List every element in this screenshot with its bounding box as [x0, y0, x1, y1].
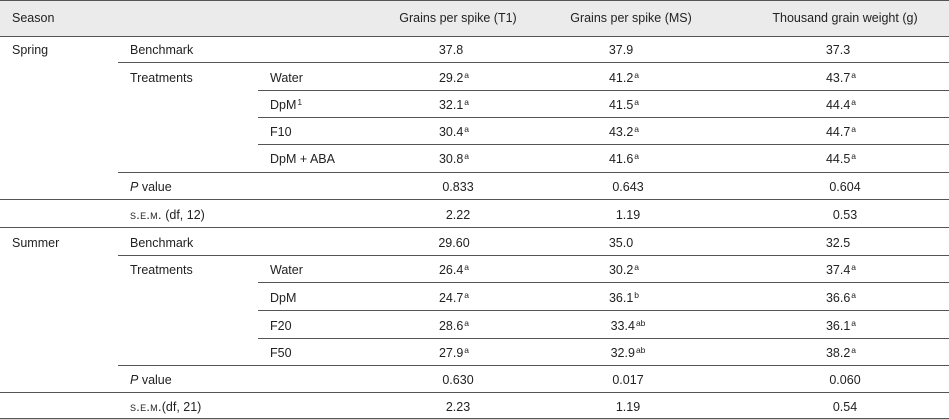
- table-cell: 0.833: [442, 180, 474, 194]
- table-cell: 36.6a: [825, 290, 857, 305]
- row-divider: [258, 282, 949, 283]
- table-cell: 0.643: [612, 180, 644, 194]
- table-cell: 37.4a: [825, 262, 857, 277]
- treatment-name: DpM1: [270, 97, 303, 112]
- row-divider: [258, 117, 949, 118]
- treatment-name: DpM + ABA: [270, 152, 335, 166]
- treatment-name: F20: [270, 319, 292, 333]
- treatment-name: Water: [270, 71, 303, 85]
- benchmark-label: Benchmark: [130, 43, 194, 57]
- section-divider: [0, 227, 949, 228]
- season-summer: Summer: [12, 236, 60, 250]
- header-grains-ms: Grains per spike (MS): [570, 11, 692, 25]
- table-cell: 33.4ab: [610, 318, 646, 333]
- treatment-name: F10: [270, 125, 292, 139]
- table-cell: 27.9a: [438, 345, 470, 360]
- table-cell: 30.2a: [608, 262, 640, 277]
- row-divider: [0, 392, 949, 393]
- table-header: [0, 0, 949, 37]
- table-cell: 1.19: [615, 208, 641, 222]
- benchmark-label: Benchmark: [130, 236, 194, 250]
- treatments-label: Treatments: [130, 263, 193, 277]
- table-cell: 32.5: [825, 236, 851, 250]
- header-grains-t1: Grains per spike (T1): [399, 11, 517, 25]
- table-cell: 24.7a: [438, 290, 470, 305]
- p-value-label: P value: [130, 180, 172, 194]
- p-value-label: P value: [130, 373, 172, 387]
- row-divider: [118, 255, 949, 256]
- row-divider: [258, 338, 949, 339]
- row-divider: [118, 62, 949, 63]
- table-cell: 0.630: [442, 373, 474, 387]
- table-cell: 30.8a: [438, 151, 470, 166]
- table-cell: 0.060: [829, 373, 861, 387]
- table-cell: 38.2a: [825, 345, 857, 360]
- table-cell: 29.2a: [438, 70, 470, 85]
- treatment-name: Water: [270, 263, 303, 277]
- table-cell: 2.22: [445, 208, 471, 222]
- table-cell: 0.53: [832, 208, 858, 222]
- table-cell: 29.60: [438, 236, 470, 250]
- header-season: Season: [12, 11, 55, 25]
- table-cell: 26.4a: [438, 262, 470, 277]
- table-cell: 37.8: [438, 43, 464, 57]
- row-divider: [0, 199, 949, 200]
- table-cell: 30.4a: [438, 124, 470, 139]
- table-cell: 2.23: [445, 400, 471, 414]
- season-spring: Spring: [12, 43, 49, 57]
- table-cell: 41.5a: [608, 97, 640, 112]
- row-divider: [258, 90, 949, 91]
- table-cell: 37.3: [825, 43, 851, 57]
- table-cell: 0.017: [612, 373, 644, 387]
- treatment-name: F50: [270, 346, 292, 360]
- header-tgw: Thousand grain weight (g): [772, 11, 918, 25]
- table-cell: 32.9ab: [610, 345, 646, 360]
- row-divider: [258, 310, 949, 311]
- table-cell: 43.2a: [608, 124, 640, 139]
- table-cell: 36.1a: [825, 318, 857, 333]
- table-cell: 0.604: [829, 180, 861, 194]
- table-cell: 35.0: [608, 236, 634, 250]
- row-divider: [118, 172, 949, 173]
- table-cell: 28.6a: [438, 318, 470, 333]
- table-cell: 0.54: [832, 400, 858, 414]
- table-cell: 44.7a: [825, 124, 857, 139]
- treatment-name: DpM: [270, 291, 297, 305]
- table-cell: 41.6a: [608, 151, 640, 166]
- sem-label: s.e.m. (df, 12): [130, 208, 205, 222]
- row-divider: [118, 365, 949, 366]
- sem-label: s.e.m.(df, 21): [130, 400, 202, 414]
- table-cell: 44.5a: [825, 151, 857, 166]
- treatments-label: Treatments: [130, 71, 193, 85]
- table-cell: 43.7a: [825, 70, 857, 85]
- table-cell: 44.4a: [825, 97, 857, 112]
- row-divider: [258, 144, 949, 145]
- table-cell: 37.9: [608, 43, 634, 57]
- table-cell: 36.1b: [608, 290, 640, 305]
- table-cell: 41.2a: [608, 70, 640, 85]
- table-cell: 32.1a: [438, 97, 470, 112]
- table-cell: 1.19: [615, 400, 641, 414]
